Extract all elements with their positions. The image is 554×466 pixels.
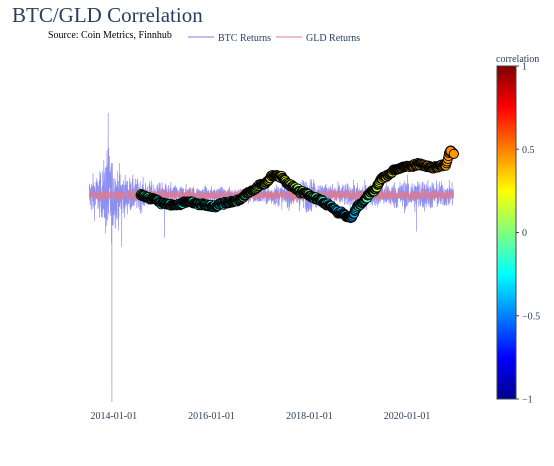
colorbar-ticks: 1 0.5 0 −0.5 −1 <box>516 62 540 406</box>
colorbar-title: correlation <box>496 54 539 65</box>
colorbar-tick-label: −1 <box>522 395 533 406</box>
plot-background <box>64 52 464 408</box>
chart-title: BTC/GLD Correlation <box>12 3 203 27</box>
colorbar-tick-label: 1 <box>522 62 527 73</box>
legend-item-gld[interactable]: GLD Returns <box>276 33 360 44</box>
gld-returns-line <box>88 187 455 203</box>
x-tick-label: 2020-01-01 <box>384 411 431 422</box>
x-tick-label: 2014-01-01 <box>90 411 137 422</box>
legend-label-btc: BTC Returns <box>218 33 271 44</box>
correlation-point <box>448 148 459 159</box>
x-axis: 2014-01-01 2016-01-01 2018-01-01 2020-01-01 <box>90 411 430 422</box>
colorbar-tick-label: 0 <box>522 228 527 239</box>
chart-subtitle: Source: Coin Metrics, Finnhub <box>48 30 172 41</box>
legend[interactable]: BTC Returns GLD Returns <box>188 33 360 44</box>
legend-item-btc[interactable]: BTC Returns <box>188 33 271 44</box>
x-tick-label: 2016-01-01 <box>188 411 235 422</box>
colorbar-tick-label: 0.5 <box>522 145 535 156</box>
x-tick-label: 2018-01-01 <box>286 411 333 422</box>
correlation-scatter-series <box>135 145 459 224</box>
colorbar <box>496 65 517 400</box>
gld-returns-series <box>88 187 455 203</box>
legend-label-gld: GLD Returns <box>306 33 360 44</box>
colorbar-tick-label: −0.5 <box>522 311 540 322</box>
